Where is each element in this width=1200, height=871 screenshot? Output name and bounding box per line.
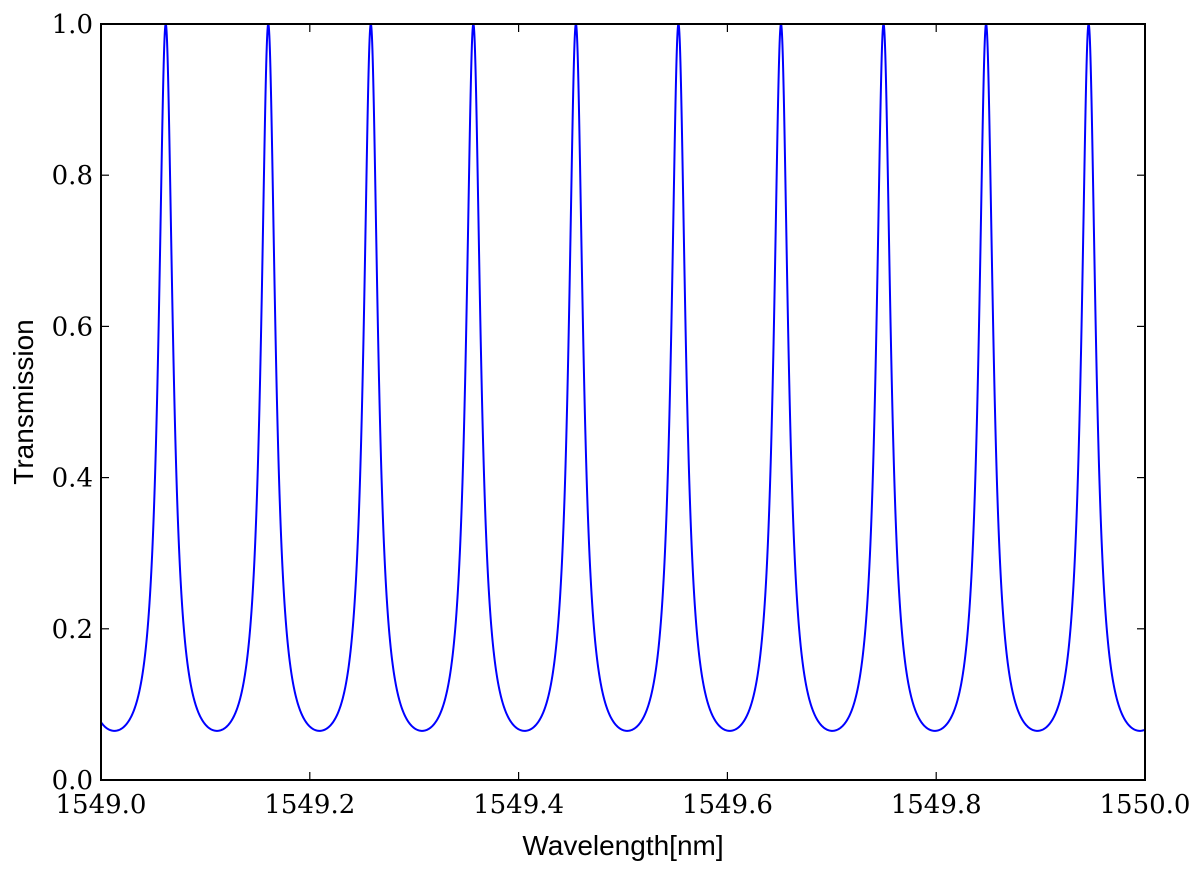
y-axis-ticks: 0.0 0.2 0.4 0.6 0.8 1.0 (52, 10, 1145, 796)
x-tick-label: 1549.6 (682, 790, 773, 820)
x-tick-label: 1550.0 (1100, 790, 1191, 820)
y-tick-label: 0.8 (52, 161, 93, 191)
plot-frame (100, 23, 1146, 781)
x-tick-label: 1549.4 (473, 790, 564, 820)
x-axis-label: Wavelength[nm] (522, 830, 723, 861)
transmission-series-line (101, 23, 1145, 732)
y-tick-label: 0.0 (52, 766, 93, 796)
y-tick-label: 0.2 (52, 615, 93, 645)
y-tick-label: 0.6 (52, 312, 93, 342)
x-tick-label: 1549.2 (264, 790, 355, 820)
x-axis-ticks: 1549.0 1549.2 1549.4 1549.6 1549.8 1550.0 (56, 24, 1191, 820)
y-axis-label: Transmission (8, 319, 39, 484)
y-tick-label: 1.0 (52, 10, 93, 40)
y-tick-label: 0.4 (52, 464, 93, 494)
x-tick-label: 1549.0 (56, 790, 147, 820)
x-tick-label: 1549.8 (891, 790, 982, 820)
